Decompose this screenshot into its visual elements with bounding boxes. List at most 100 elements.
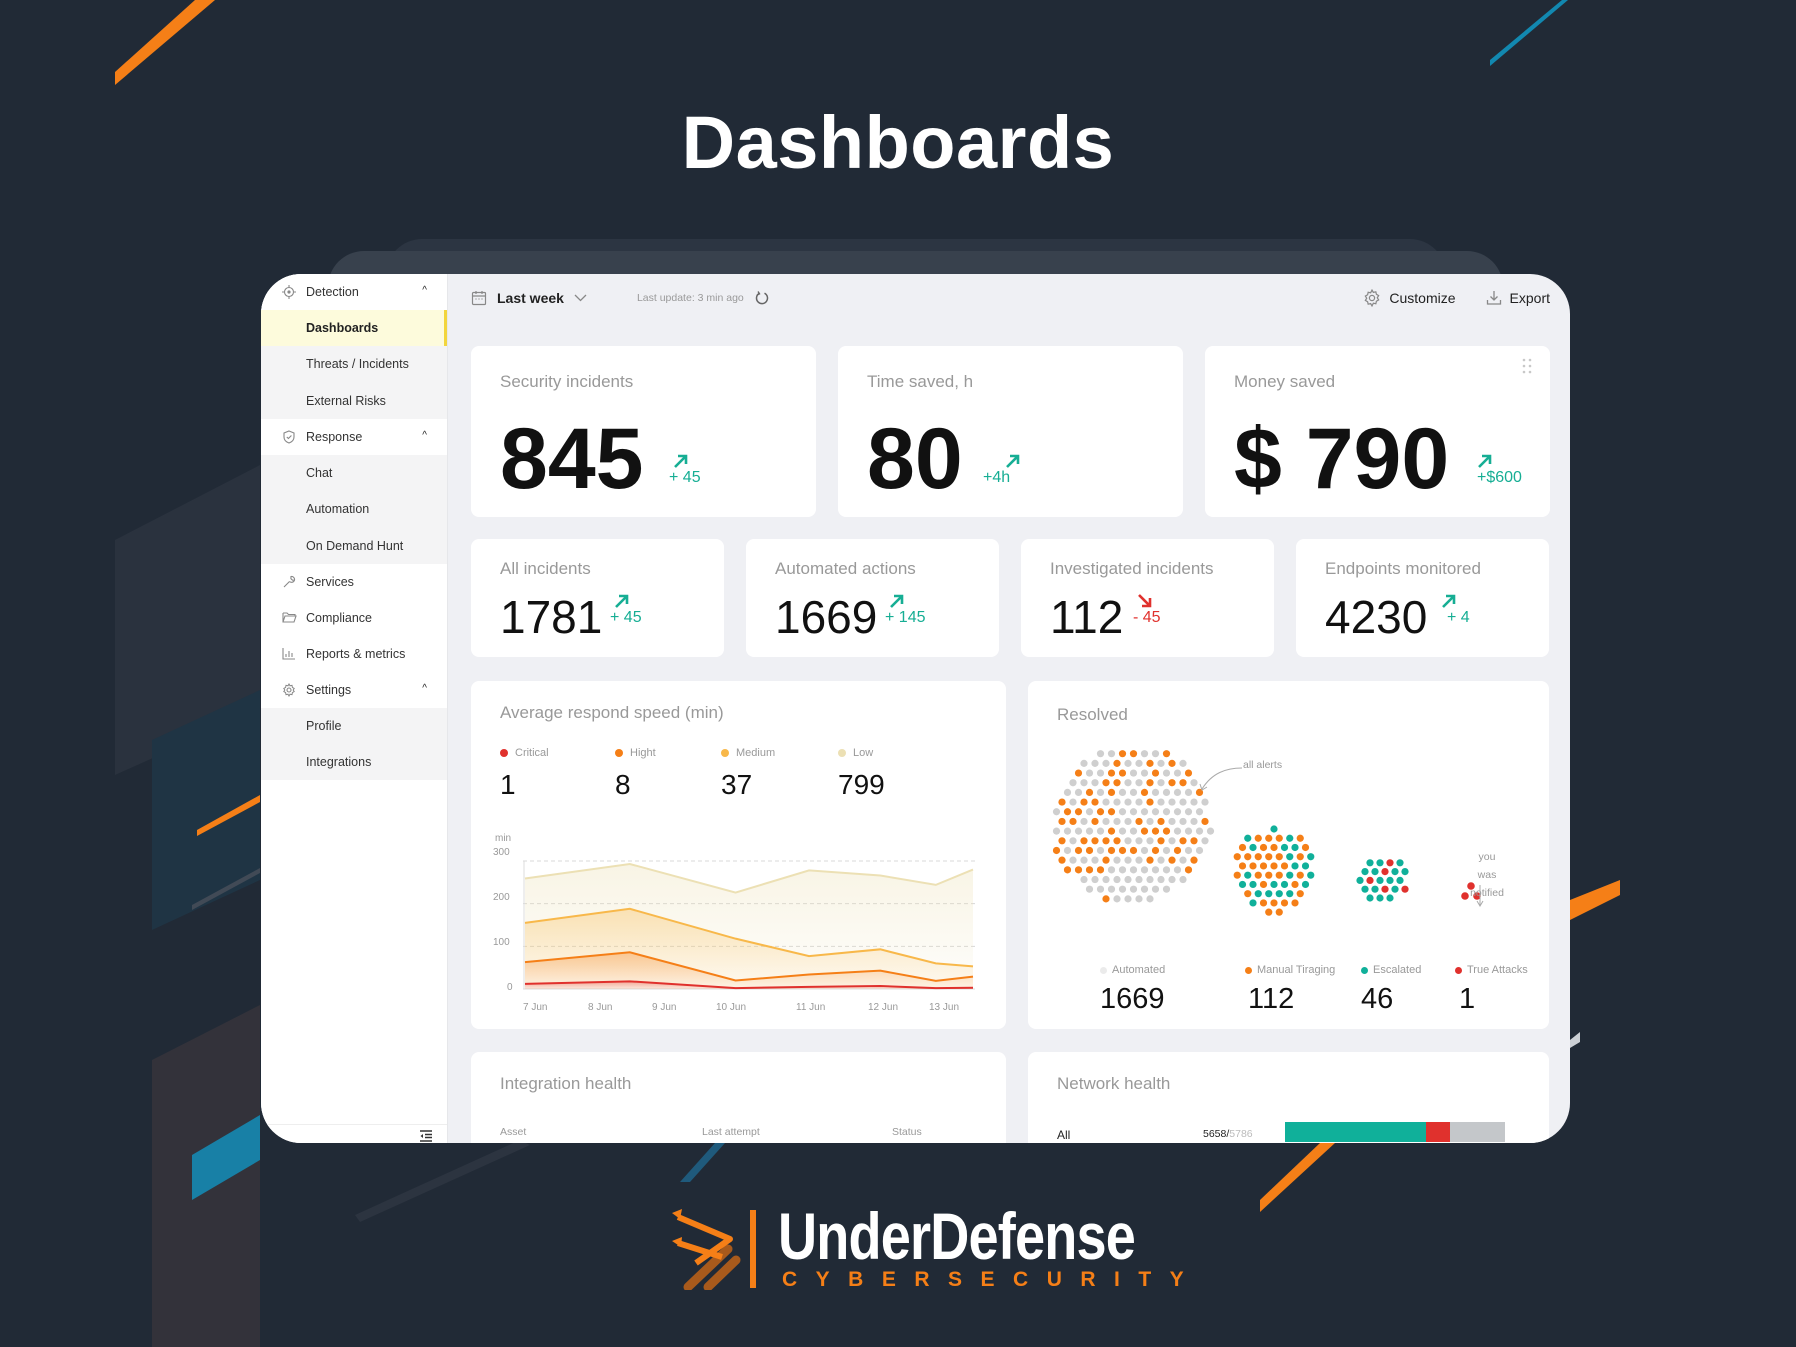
kpi-card-automated-actions[interactable]: Automated actions 1669 + 145 (746, 539, 999, 657)
annotation-you-were-notified: you was notified (1470, 851, 1504, 899)
kpi-card-security-incidents[interactable]: Security incidents 845 + 45 (471, 346, 816, 517)
kpi-card-money-saved[interactable]: Money saved $ 790 +$600 (1205, 346, 1550, 517)
gear-icon (1364, 289, 1380, 307)
sidebar-item-label: Services (306, 574, 354, 589)
x-tick: 11 Jun (796, 1002, 826, 1013)
kpi-card-all-incidents[interactable]: All incidents 1781 + 45 (471, 539, 724, 657)
bar-chart-icon (281, 646, 297, 662)
underdefense-logo-icon (672, 1209, 741, 1290)
crosshair-icon (281, 284, 297, 300)
sidebar-item-automation[interactable]: Automation (261, 491, 447, 528)
card-title: Average respond speed (min) (500, 703, 724, 722)
network-row-count: 5658/5786 (1203, 1128, 1253, 1140)
kpi-delta: + 4 (1441, 593, 1470, 626)
kpi-value: 112 (1050, 591, 1124, 643)
sidebar-item-services[interactable]: Services (261, 563, 447, 600)
kpi-delta: + 45 (610, 593, 642, 626)
trend-up-icon (890, 594, 904, 608)
topbar-actions: Customize Export (1363, 274, 1550, 322)
sidebar-group-response[interactable]: Response ^ (261, 418, 447, 455)
sidebar-item-reports-metrics[interactable]: Reports & metrics (261, 635, 447, 672)
wrench-icon (281, 574, 297, 590)
x-tick: 8 Jun (588, 1002, 613, 1013)
sidebar-item-on-demand-hunt[interactable]: On Demand Hunt (261, 527, 447, 564)
kpi-value: 4230 (1325, 591, 1428, 643)
sidebar-item-profile[interactable]: Profile (261, 707, 447, 745)
x-tick: 10 Jun (716, 1002, 747, 1013)
last-update-text: Last update: 3 min ago (636, 292, 744, 304)
sidebar-divider (261, 1124, 447, 1125)
chevron-up-icon[interactable]: ^ (422, 682, 427, 694)
sidebar: Detection ^ Dashboards Threats / Inciden… (261, 274, 448, 1143)
card-title: Resolved (1057, 705, 1128, 724)
trend-up-icon (1442, 594, 1456, 608)
chevron-down-icon[interactable] (574, 291, 587, 305)
sidebar-item-compliance[interactable]: Compliance (261, 599, 447, 636)
kpi-delta: - 45 (1133, 593, 1161, 626)
kpi-card-time-saved[interactable]: Time saved, h 80 +4h (838, 346, 1183, 517)
kpi-delta: +$600 (1477, 453, 1522, 486)
drag-handle-icon[interactable] (1522, 358, 1532, 374)
kpi-value: 1781 (500, 591, 603, 643)
collapse-sidebar-icon[interactable] (419, 1129, 435, 1143)
calendar-icon[interactable] (471, 290, 487, 306)
network-row-label: All (1057, 1128, 1071, 1142)
resolved-legend-automated: Automated (1100, 964, 1165, 976)
sidebar-item-label: Compliance (306, 610, 373, 625)
resolved-card: Resolved all alerts you was notified Aut… (1028, 681, 1549, 1029)
integration-health-card: Integration health Asset Last attempt St… (471, 1052, 1006, 1143)
card-title: Integration health (500, 1074, 632, 1093)
brand-tagline: CYBERSECURITY (782, 1268, 1203, 1291)
sidebar-item-integrations[interactable]: Integrations (261, 744, 447, 781)
legend-critical: Critical (500, 747, 549, 759)
x-tick: 9 Jun (652, 1002, 677, 1013)
respond-speed-area-chart (523, 860, 975, 990)
legend-high: Hight (615, 747, 656, 759)
network-bar-segment (1449, 1122, 1505, 1142)
annotation-arrow-icon (1476, 885, 1484, 907)
kpi-card-endpoints-monitored[interactable]: Endpoints monitored 4230 + 4 (1296, 539, 1549, 657)
logo-divider (750, 1210, 756, 1288)
sidebar-item-threats-incidents[interactable]: Threats / Incidents (261, 346, 447, 383)
y-tick: 0 (507, 982, 513, 993)
kpi-title: Money saved (1234, 372, 1336, 391)
sidebar-group-label: Detection (306, 285, 359, 299)
resolved-value: 1 (1459, 983, 1476, 1015)
legend-medium: Medium (721, 747, 775, 759)
resolved-value: 1669 (1100, 983, 1165, 1015)
date-range-select[interactable]: Last week (497, 290, 564, 306)
kpi-title: Security incidents (500, 372, 634, 391)
customize-button[interactable]: Customize (1363, 289, 1456, 307)
kpi-title: Time saved, h (867, 372, 974, 391)
chevron-up-icon[interactable]: ^ (422, 429, 427, 441)
download-icon (1486, 291, 1501, 305)
sidebar-group-settings[interactable]: Settings ^ (261, 671, 447, 708)
y-tick: 200 (493, 892, 510, 903)
legend-value: 1 (500, 769, 516, 800)
card-title: Network health (1057, 1074, 1171, 1093)
export-button[interactable]: Export (1486, 290, 1550, 306)
trend-up-icon (1006, 454, 1020, 468)
column-header-asset[interactable]: Asset (500, 1126, 527, 1138)
column-header-status[interactable]: Status (892, 1126, 922, 1138)
chevron-up-icon[interactable]: ^ (422, 285, 427, 296)
sidebar-item-dashboards[interactable]: Dashboards (261, 310, 447, 347)
annotation-all-alerts: all alerts (1243, 759, 1283, 771)
kpi-card-investigated-incidents[interactable]: Investigated incidents 112 - 45 (1021, 539, 1274, 657)
kpi-value: 845 (500, 411, 644, 507)
trend-up-icon (674, 454, 688, 468)
gear-icon (281, 682, 297, 698)
sidebar-item-external-risks[interactable]: External Risks (261, 382, 447, 419)
column-header-last-attempt[interactable]: Last attempt (702, 1126, 760, 1138)
sidebar-group-detection[interactable]: Detection ^ (261, 274, 447, 310)
resolved-dot-clusters (1052, 750, 1481, 916)
y-tick: 300 (493, 847, 510, 858)
sidebar-item-label: Reports & metrics (306, 646, 406, 661)
resolved-legend-true-attacks: True Attacks (1455, 964, 1528, 976)
legend-value: 37 (721, 769, 753, 800)
dashboard-window: Detection ^ Dashboards Threats / Inciden… (261, 274, 1570, 1143)
sidebar-item-chat[interactable]: Chat (261, 454, 447, 492)
refresh-icon[interactable] (754, 290, 770, 306)
export-label: Export (1509, 290, 1550, 306)
folder-icon (281, 610, 297, 626)
